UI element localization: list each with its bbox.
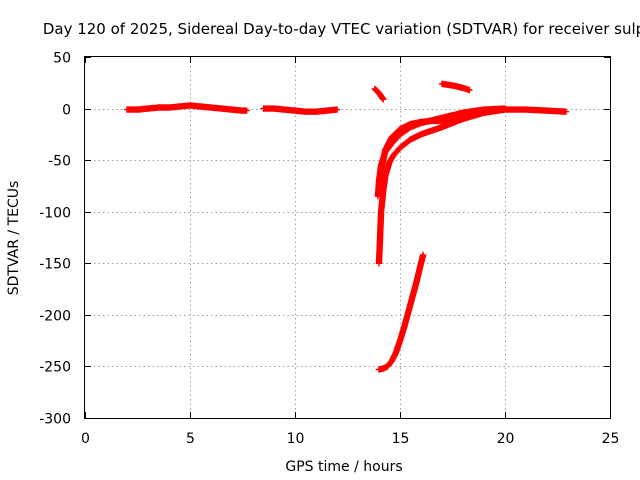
x-tick-label: 5 xyxy=(186,431,195,447)
point-markers xyxy=(123,102,250,114)
plot-frame xyxy=(84,56,611,419)
axis-ticks: 0 5 10 15 20 25 -300 -250 -200 -150 -100 -50 0 50 xyxy=(39,51,619,448)
x-axis-label: GPS time / hours xyxy=(285,459,402,475)
point-markers xyxy=(375,251,427,373)
y-tick-label: -50 xyxy=(48,154,71,170)
y-tick-label: -250 xyxy=(39,360,71,376)
y-tick-label: 50 xyxy=(53,51,71,67)
data-series xyxy=(123,80,570,373)
series-segment-early xyxy=(123,102,250,114)
y-tick-label: -300 xyxy=(39,412,71,428)
y-tick-label: -150 xyxy=(39,257,71,273)
x-tick-label: 10 xyxy=(287,431,305,447)
x-tick-label: 20 xyxy=(497,431,515,447)
series-arc-high-1 xyxy=(371,85,387,103)
series-steep-rise xyxy=(375,251,427,373)
point-markers xyxy=(371,85,387,103)
series-segment-morning xyxy=(260,105,341,115)
y-tick-label: -100 xyxy=(39,206,71,222)
point-markers xyxy=(377,108,488,174)
y-tick-label: -200 xyxy=(39,309,71,325)
x-tick-label: 0 xyxy=(81,431,90,447)
x-tick-label: 25 xyxy=(602,431,620,447)
series-arc-high-2 xyxy=(438,80,473,94)
point-markers xyxy=(260,105,341,115)
x-tick-label: 15 xyxy=(392,431,410,447)
y-tick-label: 0 xyxy=(62,103,71,119)
series-dip-c xyxy=(377,108,488,174)
chart-title: Day 120 of 2025, Sidereal Day-to-day VTE… xyxy=(43,20,640,38)
y-axis-label: SDTVAR / TECUs xyxy=(6,181,22,296)
point-markers xyxy=(438,80,473,94)
